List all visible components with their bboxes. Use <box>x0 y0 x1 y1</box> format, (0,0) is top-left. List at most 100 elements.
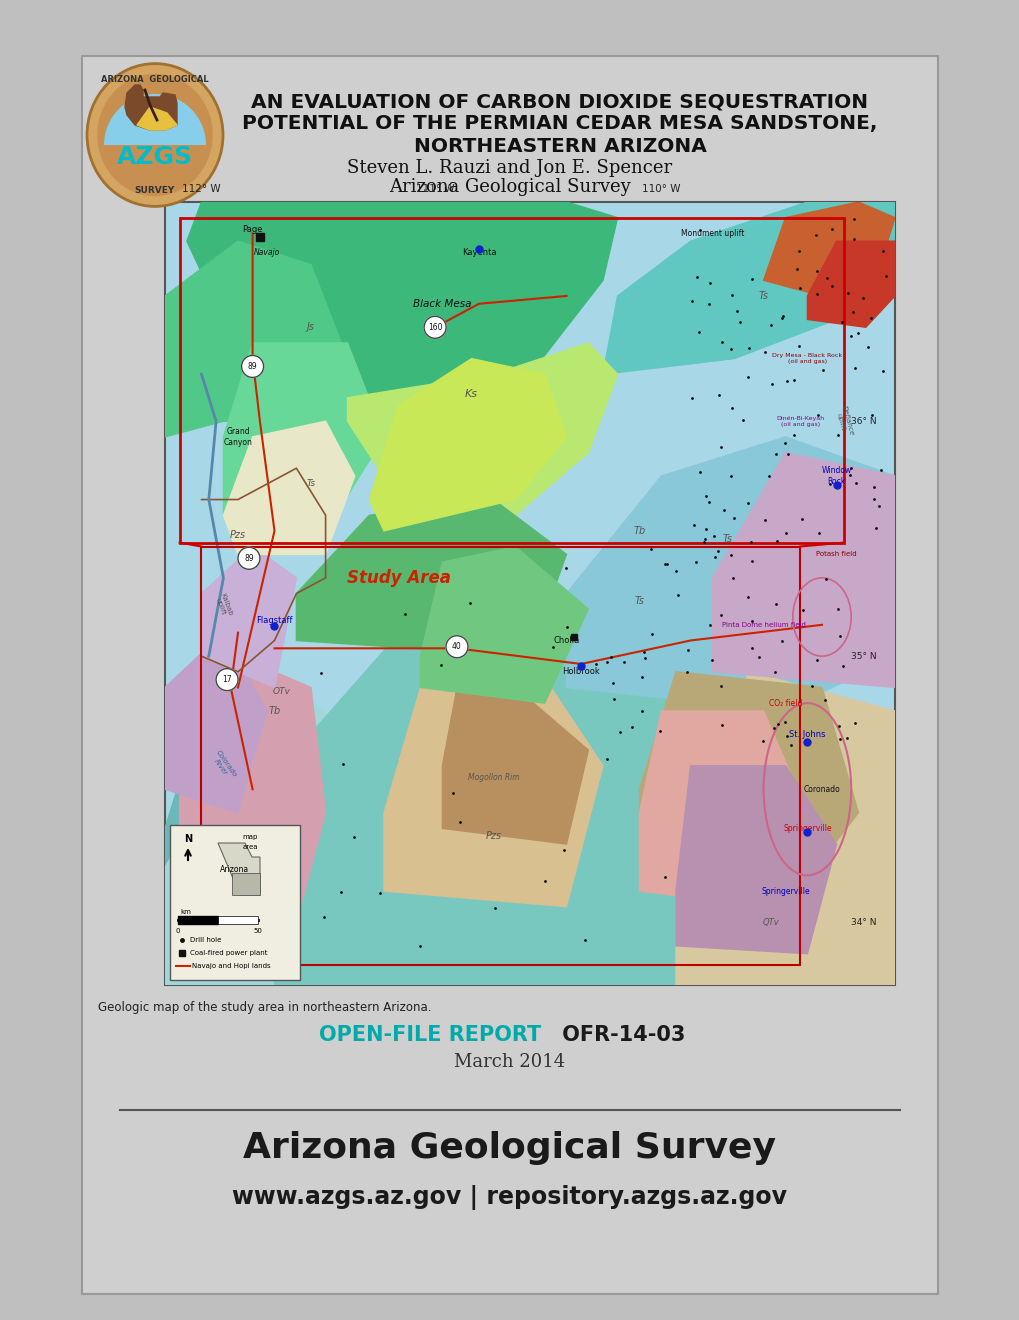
Text: www.azgs.az.gov | repository.azgs.az.gov: www.azgs.az.gov | repository.azgs.az.gov <box>232 1185 787 1210</box>
Text: area: area <box>243 843 258 850</box>
Text: Pzs: Pzs <box>485 832 501 841</box>
Text: Springerville: Springerville <box>783 824 830 833</box>
Text: Springerville: Springerville <box>760 887 809 895</box>
Text: Mogollon Rim: Mogollon Rim <box>468 774 519 781</box>
Text: Geologic map of the study area in northeastern Arizona.: Geologic map of the study area in northe… <box>98 1001 431 1014</box>
Polygon shape <box>186 202 616 421</box>
Text: Tb: Tb <box>268 706 280 715</box>
Text: 0: 0 <box>175 928 180 935</box>
Circle shape <box>216 669 237 690</box>
Bar <box>179 218 843 543</box>
Wedge shape <box>104 94 206 145</box>
Text: Pinta Dome helium field: Pinta Dome helium field <box>721 622 805 628</box>
Polygon shape <box>274 594 748 985</box>
Polygon shape <box>420 546 588 704</box>
Text: Coronado: Coronado <box>803 785 840 793</box>
Polygon shape <box>165 632 267 813</box>
Polygon shape <box>165 242 347 437</box>
Text: km: km <box>179 909 191 915</box>
Polygon shape <box>311 688 676 985</box>
Circle shape <box>424 317 445 338</box>
Text: Defiance
uplift: Defiance uplift <box>833 404 854 438</box>
Text: March 2014: March 2014 <box>454 1053 565 1071</box>
Polygon shape <box>639 711 807 907</box>
Text: Arizona: Arizona <box>220 865 250 874</box>
Polygon shape <box>566 437 894 711</box>
Text: CO₂ field: CO₂ field <box>768 698 801 708</box>
Text: Ts: Ts <box>758 290 768 301</box>
Text: Page: Page <box>243 224 263 234</box>
Text: Dry Mesa - Black Rock
(oil and gas): Dry Mesa - Black Rock (oil and gas) <box>771 354 842 364</box>
Text: 160: 160 <box>427 323 442 331</box>
Text: Cholla: Cholla <box>553 636 579 645</box>
Text: Black Mesa: Black Mesa <box>413 298 471 309</box>
Polygon shape <box>202 546 297 688</box>
Polygon shape <box>763 202 894 296</box>
Text: 89: 89 <box>248 362 257 371</box>
Text: Kaibab
uplift: Kaibab uplift <box>213 591 233 619</box>
Ellipse shape <box>87 63 223 206</box>
Text: Navajo and Hopi lands: Navajo and Hopi lands <box>192 964 270 969</box>
Text: Dinén-Bi-Keyah
(oil and gas): Dinén-Bi-Keyah (oil and gas) <box>775 416 823 426</box>
Text: AN EVALUATION OF CARBON DIOXIDE SEQUESTRATION: AN EVALUATION OF CARBON DIOXIDE SEQUESTR… <box>252 92 868 111</box>
Polygon shape <box>178 916 218 924</box>
Polygon shape <box>125 84 177 129</box>
Text: Navajo: Navajo <box>254 248 280 257</box>
Ellipse shape <box>97 74 213 197</box>
Polygon shape <box>137 107 177 129</box>
Polygon shape <box>347 343 616 515</box>
Text: AZGS: AZGS <box>117 145 193 169</box>
Text: Holbrook: Holbrook <box>561 668 599 676</box>
Polygon shape <box>369 359 566 531</box>
Text: Window
Rock: Window Rock <box>820 466 851 486</box>
Text: Steven L. Rauzi and Jon E. Spencer: Steven L. Rauzi and Jon E. Spencer <box>347 158 672 177</box>
Text: 50: 50 <box>254 928 262 935</box>
FancyBboxPatch shape <box>82 55 937 1294</box>
Polygon shape <box>442 688 588 843</box>
Text: Coal-fired power plant: Coal-fired power plant <box>190 950 267 956</box>
Text: 112° W: 112° W <box>182 183 220 194</box>
Bar <box>170 825 300 979</box>
Text: Js: Js <box>307 322 315 333</box>
Text: 34° N: 34° N <box>851 917 876 927</box>
Polygon shape <box>676 766 836 953</box>
Text: Ts: Ts <box>306 479 315 488</box>
Text: 110° W: 110° W <box>642 183 680 194</box>
Text: Tb: Tb <box>633 525 645 536</box>
Text: OFR-14-03: OFR-14-03 <box>554 1026 685 1045</box>
Text: Flagstaff: Flagstaff <box>256 616 292 626</box>
Polygon shape <box>602 202 894 375</box>
Polygon shape <box>369 477 457 594</box>
Text: N: N <box>183 834 192 843</box>
Circle shape <box>237 548 260 569</box>
Polygon shape <box>676 672 894 985</box>
Polygon shape <box>639 672 858 907</box>
Text: Arizona Geological Survey: Arizona Geological Survey <box>388 178 631 195</box>
Text: Ks: Ks <box>465 389 478 399</box>
Polygon shape <box>218 843 260 895</box>
Polygon shape <box>807 242 894 327</box>
Text: OPEN-FILE REPORT: OPEN-FILE REPORT <box>319 1026 541 1045</box>
Text: Ts: Ts <box>721 533 732 544</box>
Text: 35° N: 35° N <box>851 652 876 660</box>
Text: OTv: OTv <box>272 686 290 696</box>
Text: 40: 40 <box>451 643 462 651</box>
Polygon shape <box>165 688 420 985</box>
Polygon shape <box>223 421 355 554</box>
Polygon shape <box>218 916 258 924</box>
Text: Potash field: Potash field <box>815 552 856 557</box>
Polygon shape <box>297 499 566 656</box>
Text: Arizona Geological Survey: Arizona Geological Survey <box>244 1131 775 1166</box>
Bar <box>165 202 894 985</box>
Text: Colorado
River: Colorado River <box>209 750 237 783</box>
Polygon shape <box>165 632 325 985</box>
Text: SURVEY: SURVEY <box>135 186 175 195</box>
Text: Ts: Ts <box>634 597 644 606</box>
Text: QTv: QTv <box>762 917 779 927</box>
Text: Grand
Canyon: Grand Canyon <box>223 428 252 446</box>
Text: NORTHEASTERN ARIZONA: NORTHEASTERN ARIZONA <box>413 136 706 156</box>
Text: POTENTIAL OF THE PERMIAN CEDAR MESA SANDSTONE,: POTENTIAL OF THE PERMIAN CEDAR MESA SAND… <box>243 115 876 133</box>
Text: ARIZONA  GEOLOGICAL: ARIZONA GEOLOGICAL <box>101 75 209 83</box>
Text: 111° W: 111° W <box>416 183 454 194</box>
Polygon shape <box>179 656 325 923</box>
